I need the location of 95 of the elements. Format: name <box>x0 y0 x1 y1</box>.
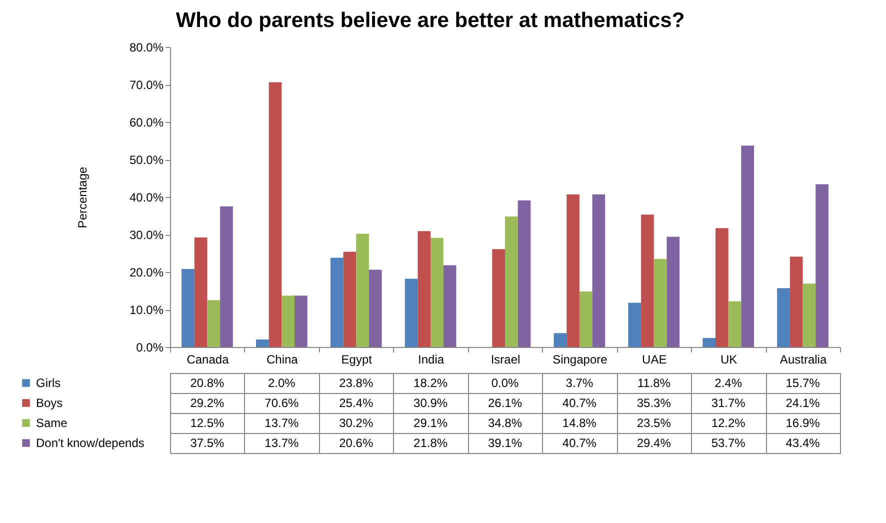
data-label: 15.7% <box>786 376 820 390</box>
data-label: 21.8% <box>414 436 448 450</box>
data-label: 2.0% <box>268 376 296 390</box>
legend-label: Same <box>36 416 68 430</box>
x-tick-label: UAE <box>642 352 667 366</box>
bar <box>702 338 716 347</box>
data-label: 26.1% <box>488 396 522 410</box>
bar <box>418 231 431 347</box>
data-label: 35.3% <box>636 396 672 410</box>
data-label: 25.4% <box>339 396 374 410</box>
data-label: 20.6% <box>339 436 374 450</box>
data-label: 14.8% <box>562 416 597 430</box>
y-tick-label: 10.0% <box>129 303 164 317</box>
bar <box>430 238 444 347</box>
x-tick-label: Egypt <box>341 352 373 366</box>
data-label: 70.6% <box>264 396 300 410</box>
bar <box>579 292 592 347</box>
legend-label: Boys <box>36 396 63 410</box>
x-tick-label: UK <box>720 352 738 366</box>
bar <box>443 265 456 347</box>
data-label: 13.7% <box>264 416 300 430</box>
bar <box>641 214 654 347</box>
data-label: 12.2% <box>711 416 746 430</box>
bar <box>505 216 518 347</box>
bar <box>741 146 754 347</box>
data-label: 43.4% <box>786 436 820 450</box>
data-label: 12.5% <box>190 416 225 430</box>
data-label: 0.0% <box>491 376 519 390</box>
data-label: 30.9% <box>414 396 448 410</box>
bar <box>592 194 606 347</box>
y-tick-label: 50.0% <box>129 153 164 167</box>
x-tick-label: India <box>418 352 444 366</box>
bar <box>356 234 369 347</box>
bar <box>566 194 580 347</box>
data-label: 11.8% <box>637 376 671 390</box>
x-tick-label: Canada <box>186 352 230 366</box>
data-label: 20.8% <box>190 376 225 390</box>
data-label: 2.4% <box>714 376 742 390</box>
bar <box>294 296 308 347</box>
bar <box>194 238 208 347</box>
y-tick-label: 40.0% <box>129 190 164 204</box>
data-label: 29.4% <box>636 436 672 450</box>
x-tick-label: China <box>266 352 298 366</box>
bar <box>492 249 505 347</box>
legend-label: Girls <box>36 376 61 390</box>
bar <box>220 206 233 347</box>
data-label: 53.7% <box>711 436 746 450</box>
bar <box>404 278 418 347</box>
data-label: 24.1% <box>786 396 820 410</box>
data-label: 40.7% <box>562 396 597 410</box>
x-tick-label: Australia <box>780 352 827 366</box>
bar <box>207 300 220 347</box>
bar <box>343 252 356 347</box>
data-label: 3.7% <box>566 376 594 390</box>
x-tick-label: Singapore <box>552 352 608 366</box>
bar <box>182 269 194 347</box>
chart-title: Who do parents believe are better at mathematics? <box>176 9 685 32</box>
bar <box>368 270 382 347</box>
bar <box>654 258 667 347</box>
data-label: 16.9% <box>786 416 820 430</box>
bar <box>518 200 531 347</box>
data-label: 39.1% <box>488 436 522 450</box>
data-label: 29.1% <box>414 416 448 430</box>
data-label: 40.7% <box>562 436 597 450</box>
data-label: 18.2% <box>414 376 448 390</box>
data-label: 13.7% <box>264 436 300 450</box>
bar <box>802 284 816 347</box>
bar <box>554 333 567 347</box>
data-label: 23.8% <box>339 376 374 390</box>
data-label: 23.5% <box>636 416 672 430</box>
data-label: 30.2% <box>339 416 374 430</box>
bar <box>790 256 803 347</box>
y-tick-label: 30.0% <box>129 228 164 242</box>
legend-label: Don't know/depends <box>36 436 144 450</box>
data-label: 31.7% <box>711 396 746 410</box>
bar <box>330 258 344 347</box>
y-tick-label: 80.0% <box>129 40 164 54</box>
y-tick-label: 70.0% <box>129 78 164 92</box>
bar <box>777 288 790 347</box>
y-tick-label: 0.0% <box>136 340 164 354</box>
bar <box>628 302 642 347</box>
data-label: 37.5% <box>190 436 225 450</box>
y-tick-label: 20.0% <box>129 266 164 280</box>
bar <box>716 228 728 347</box>
y-axis-title: Percentage <box>75 166 90 228</box>
bar <box>256 340 269 347</box>
bar <box>666 236 680 347</box>
bar <box>268 82 282 347</box>
data-label: 34.8% <box>488 416 522 430</box>
bar <box>816 184 828 347</box>
data-label: 29.2% <box>190 396 225 410</box>
x-tick-label: Israel <box>490 352 520 366</box>
y-tick-label: 60.0% <box>129 116 164 130</box>
bar <box>282 296 294 347</box>
bar <box>728 301 742 347</box>
